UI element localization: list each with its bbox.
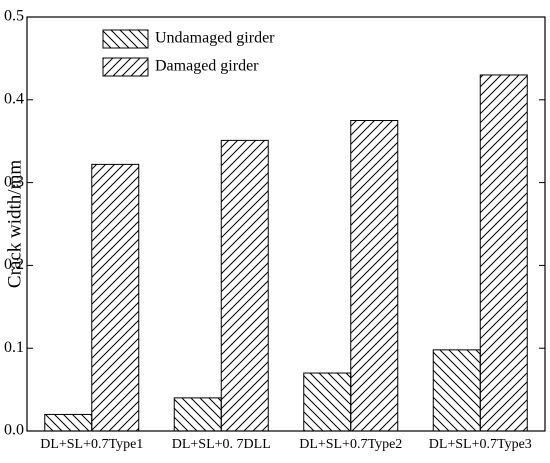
x-tick-label: DL+SL+0.7Type3 — [429, 437, 532, 452]
bar — [432, 349, 481, 432]
x-tick-label: DL+SL+0. 7DLL — [172, 437, 271, 452]
legend-label: Undamaged girder — [155, 30, 275, 47]
y-axis-label: Crack width/mm — [4, 160, 25, 288]
y-tick-label: 0.0 — [4, 422, 24, 439]
legend-swatch — [102, 57, 149, 77]
y-tick-label: 0.2 — [4, 256, 24, 273]
x-tick-label: DL+SL+0.7Type1 — [40, 437, 143, 452]
plot-frame — [26, 16, 546, 432]
y-tick-label: 0.5 — [4, 8, 24, 25]
bar — [44, 413, 93, 432]
y-tick-label: 0.1 — [4, 339, 24, 356]
bar — [303, 372, 352, 432]
bar — [91, 163, 140, 432]
bar — [350, 120, 399, 432]
x-tick-label: DL+SL+0.7Type2 — [299, 437, 402, 452]
bar — [173, 397, 222, 432]
bar — [479, 74, 528, 432]
y-tick-label: 0.4 — [4, 90, 24, 107]
legend-label: Damaged girder — [155, 58, 259, 75]
legend-swatch — [102, 29, 149, 49]
y-tick-label: 0.3 — [4, 173, 24, 190]
bar — [220, 139, 269, 432]
